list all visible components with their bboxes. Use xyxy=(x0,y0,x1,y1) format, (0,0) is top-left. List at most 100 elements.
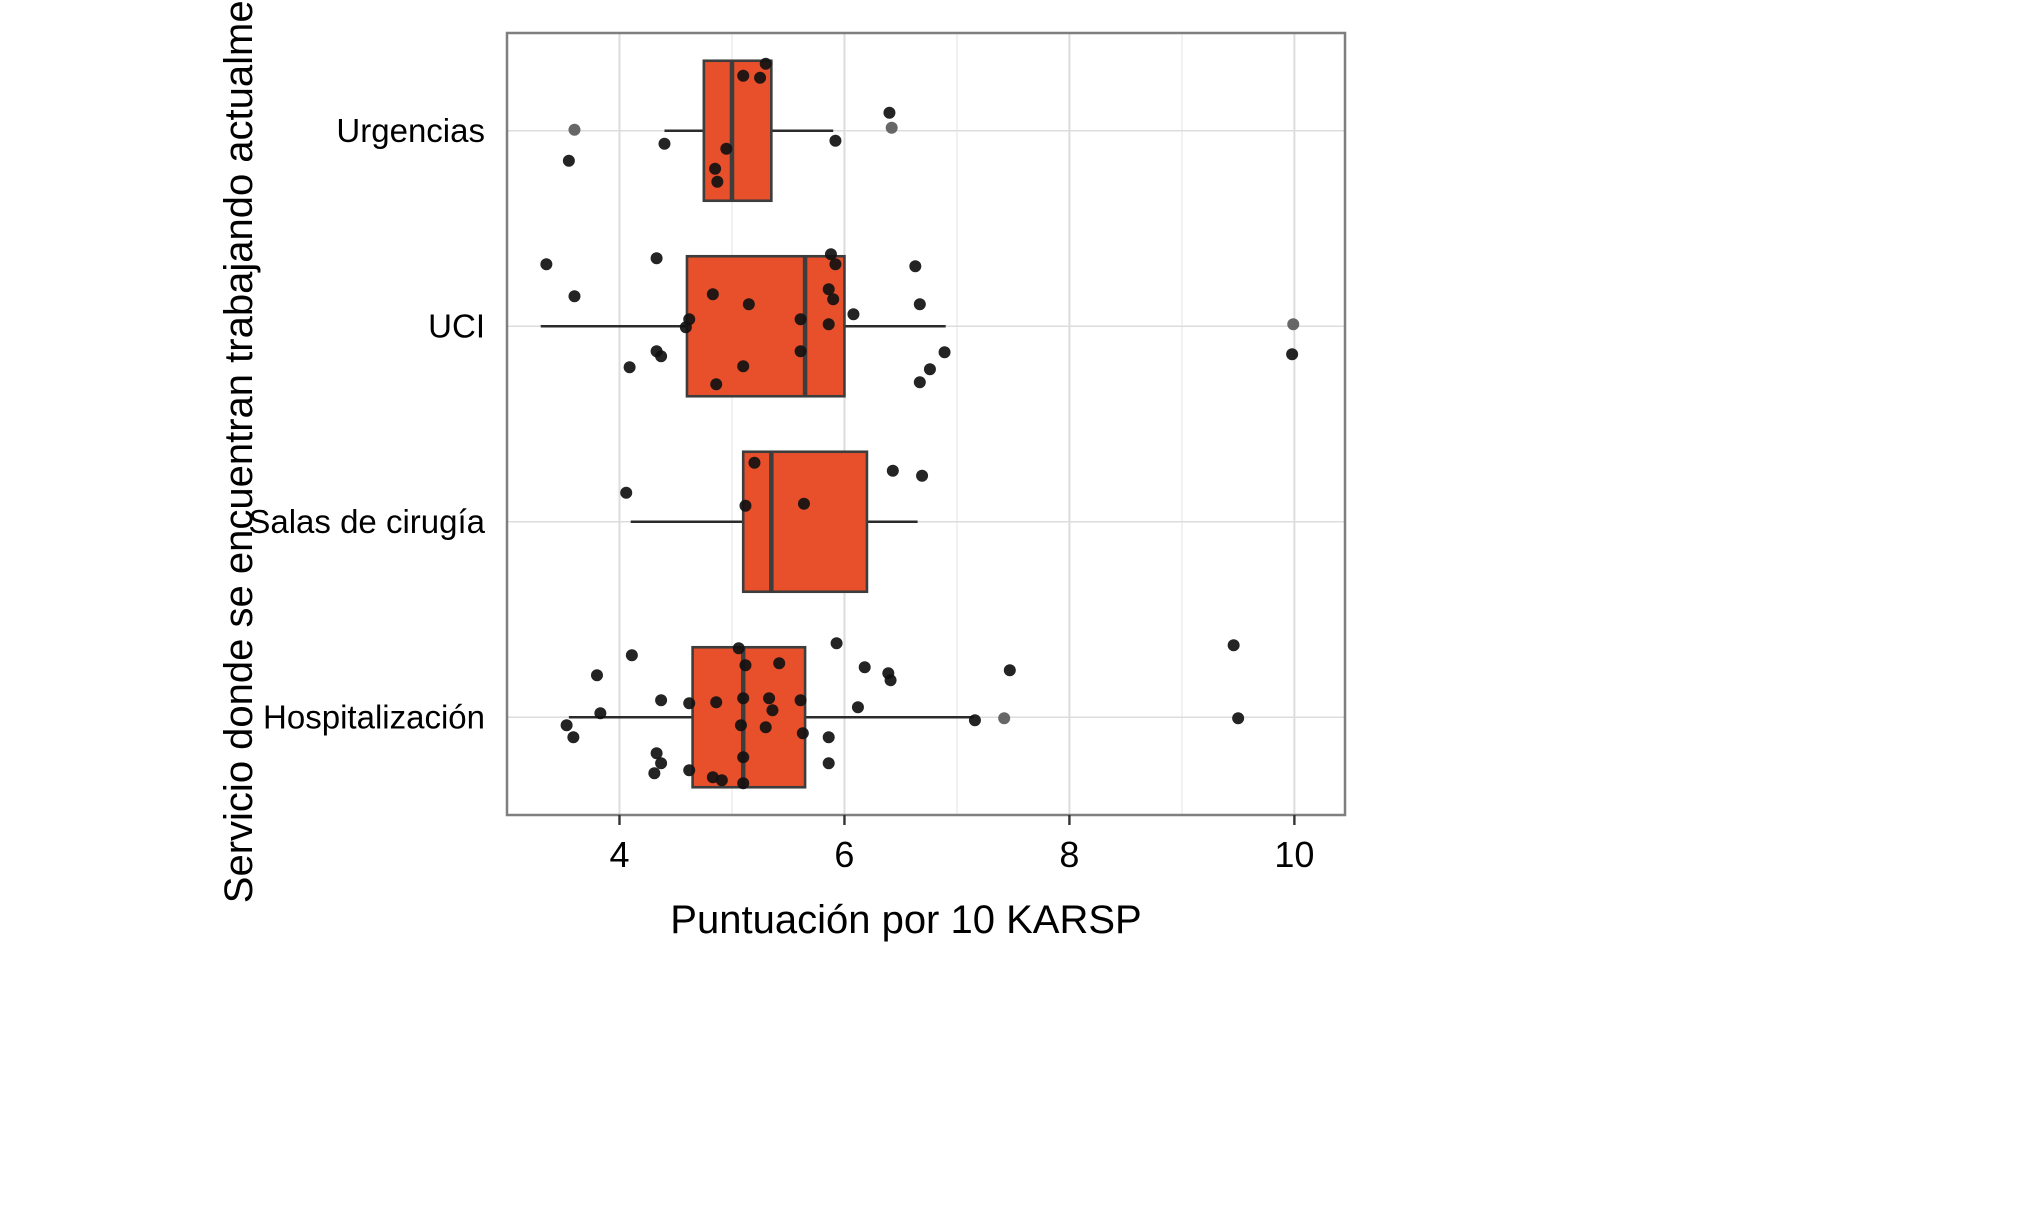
data-point xyxy=(968,714,981,727)
data-point xyxy=(759,57,772,70)
data-point xyxy=(590,669,603,682)
data-point xyxy=(648,767,661,780)
data-point xyxy=(655,350,668,363)
data-point xyxy=(620,486,633,499)
data-point xyxy=(737,360,750,373)
data-point xyxy=(540,258,553,271)
data-point xyxy=(824,248,837,261)
panel-border xyxy=(505,31,1347,817)
data-point xyxy=(742,298,755,311)
x-tick-label: 4 xyxy=(609,834,629,875)
x-axis-title: Puntuación por 10 KARSP xyxy=(670,898,1141,942)
data-point xyxy=(1286,348,1299,361)
y-axis: Urgencias UCI Salas de cirugía Hospitalizac… xyxy=(248,112,485,736)
boxplot-hospitalizacion xyxy=(568,645,974,789)
data-point xyxy=(737,777,750,790)
data-point xyxy=(916,469,929,482)
data-point xyxy=(732,642,745,655)
y-category-label: Salas de cirugía xyxy=(248,503,485,540)
y-category-label: Urgencias xyxy=(336,112,485,149)
data-point xyxy=(822,731,835,744)
data-point xyxy=(655,694,668,707)
points-hospitalizacion xyxy=(560,637,1245,790)
data-point xyxy=(754,71,767,84)
data-point xyxy=(851,701,864,714)
box xyxy=(685,254,846,398)
data-point xyxy=(710,696,723,709)
data-point xyxy=(715,774,728,787)
x-axis: 4 6 8 10 xyxy=(609,815,1314,875)
box xyxy=(691,645,807,789)
data-point xyxy=(763,692,776,705)
data-point xyxy=(1287,318,1300,331)
data-point xyxy=(883,106,896,119)
data-point xyxy=(568,290,581,303)
data-point xyxy=(822,757,835,770)
data-point xyxy=(829,258,842,271)
data-point xyxy=(1232,712,1245,725)
data-point xyxy=(739,499,752,512)
y-axis-title: Servicio donde se encuentran trabajando … xyxy=(217,0,261,903)
data-point xyxy=(884,674,897,687)
data-point xyxy=(650,252,663,265)
data-point xyxy=(706,288,719,301)
data-point xyxy=(938,346,951,359)
data-point xyxy=(739,659,752,672)
data-point xyxy=(568,123,581,136)
data-point xyxy=(683,764,696,777)
data-point xyxy=(822,318,835,331)
x-tick-label: 6 xyxy=(834,834,854,875)
data-point xyxy=(625,649,638,662)
plot-panel xyxy=(507,33,1345,815)
data-point xyxy=(794,345,807,358)
data-point xyxy=(737,69,750,82)
data-point xyxy=(734,719,747,732)
data-point xyxy=(766,704,779,717)
data-point xyxy=(679,321,692,334)
box xyxy=(741,450,869,594)
data-point xyxy=(623,361,636,374)
data-point xyxy=(1227,639,1240,652)
data-point xyxy=(1003,664,1016,677)
data-point xyxy=(794,694,807,707)
data-point xyxy=(827,293,840,306)
points-salas-de-cirugia xyxy=(620,456,929,512)
data-point xyxy=(909,260,922,273)
data-point xyxy=(913,376,926,389)
data-point xyxy=(796,727,809,740)
points-uci xyxy=(540,248,1300,391)
data-point xyxy=(562,154,575,167)
data-point xyxy=(737,751,750,764)
data-point xyxy=(683,697,696,710)
data-point xyxy=(658,137,671,150)
y-category-label: UCI xyxy=(428,307,485,344)
y-category-label: Hospitalización xyxy=(263,698,485,735)
data-point xyxy=(797,497,810,510)
data-point xyxy=(830,637,843,650)
data-point xyxy=(711,175,724,188)
data-point xyxy=(822,283,835,296)
points-urgencias xyxy=(562,57,898,188)
data-point xyxy=(594,707,607,720)
data-point xyxy=(794,313,807,326)
data-point xyxy=(560,719,573,732)
data-point xyxy=(720,142,733,155)
data-point xyxy=(748,456,761,469)
data-point xyxy=(655,757,668,770)
boxplot-salas-de-cirugia xyxy=(630,450,918,594)
data-point xyxy=(913,298,926,311)
data-point xyxy=(759,721,772,734)
x-tick-label: 8 xyxy=(1059,834,1079,875)
data-point xyxy=(737,692,750,705)
data-point xyxy=(829,134,842,147)
data-point xyxy=(709,162,722,175)
data-point xyxy=(710,378,723,391)
x-tick-label: 10 xyxy=(1274,834,1314,875)
data-point xyxy=(923,363,936,376)
data-point xyxy=(998,712,1011,725)
data-point xyxy=(567,731,580,744)
data-point xyxy=(773,657,786,670)
data-point xyxy=(847,308,860,321)
